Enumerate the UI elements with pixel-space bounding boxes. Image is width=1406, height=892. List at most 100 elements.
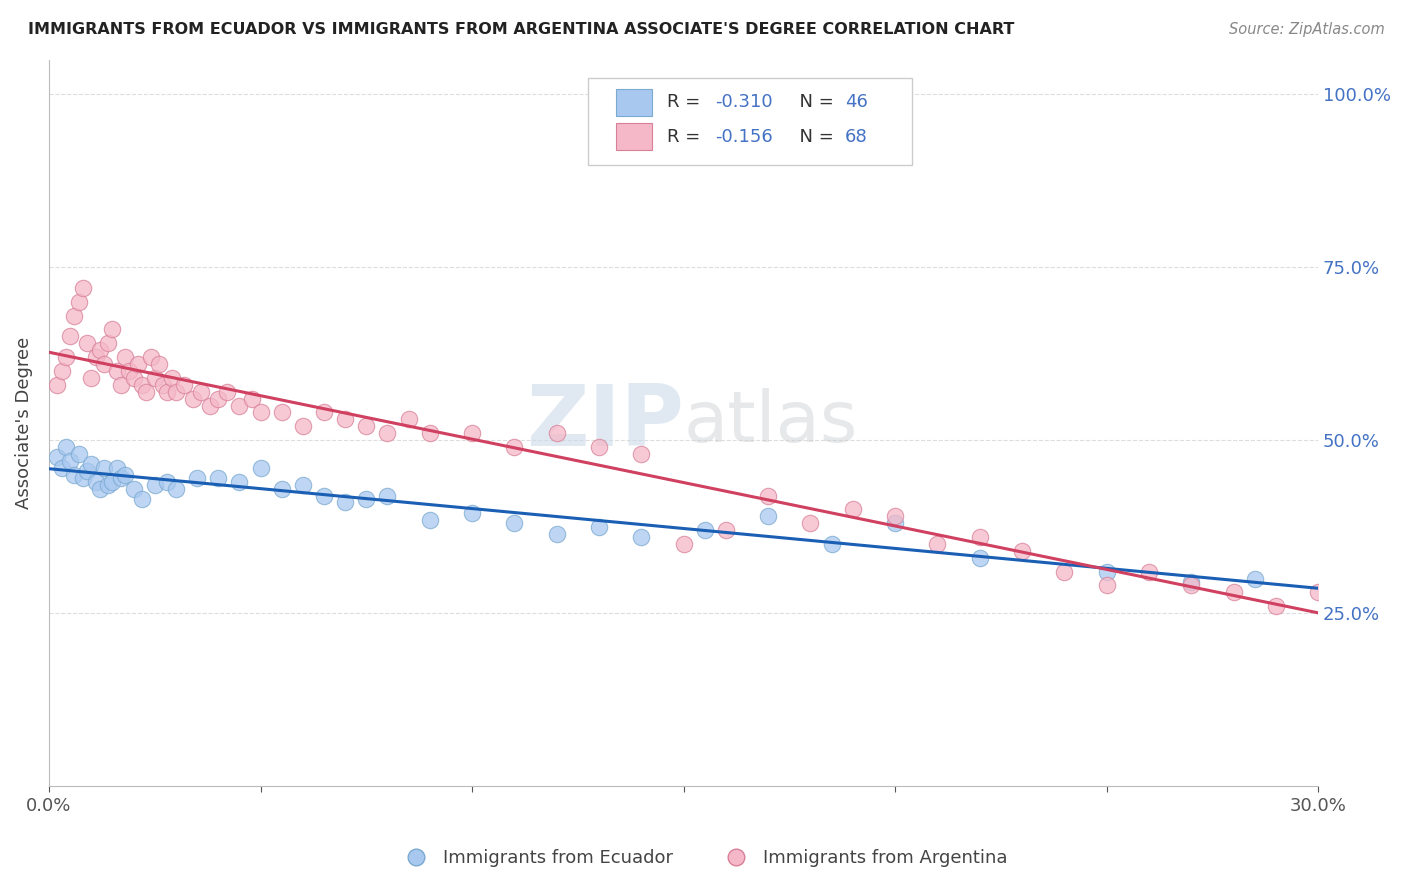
Point [97,336,120,351]
Point [97,478,120,492]
Point [46,450,69,465]
Point [165,482,187,496]
Text: R =: R = [666,128,706,145]
Point [84,475,107,489]
Point [503,516,526,531]
Point [270,482,292,496]
Point [799,516,821,531]
Point [131,491,153,506]
Point [156,475,179,489]
Point [333,495,356,509]
Point [927,537,949,551]
FancyBboxPatch shape [616,123,652,151]
Point [884,516,907,531]
Point [503,440,526,454]
Text: -0.156: -0.156 [716,128,773,145]
Point [693,523,716,537]
Point [67,447,90,461]
Point [80,371,103,385]
Point [207,471,229,485]
Point [884,509,907,524]
Point [122,482,145,496]
Point [249,460,271,475]
Point [152,377,174,392]
Point [63,309,86,323]
Point [249,405,271,419]
Point [114,350,136,364]
Point [312,489,335,503]
Text: IMMIGRANTS FROM ECUADOR VS IMMIGRANTS FROM ARGENTINA ASSOCIATE'S DEGREE CORRELAT: IMMIGRANTS FROM ECUADOR VS IMMIGRANTS FR… [28,22,1015,37]
Point [51,460,73,475]
Point [588,440,610,454]
Point [110,471,132,485]
Point [165,384,187,399]
Point [80,458,103,472]
Point [72,471,94,485]
Point [842,502,865,516]
Point [67,294,90,309]
Point [291,478,314,492]
Point [1095,565,1118,579]
Text: 46: 46 [845,94,868,112]
Text: ZIP: ZIP [526,382,683,465]
Point [143,371,166,385]
Point [110,377,132,392]
Point [1137,565,1160,579]
Point [1053,565,1076,579]
Point [101,322,124,336]
Point [228,475,250,489]
Point [546,426,568,441]
Point [714,523,737,537]
Text: N =: N = [787,128,839,145]
Point [377,426,399,441]
Point [89,343,111,358]
Point [240,392,263,406]
Point [228,399,250,413]
Point [63,467,86,482]
Text: -0.310: -0.310 [716,94,773,112]
Point [181,392,204,406]
Point [1180,578,1202,592]
Point [969,530,991,544]
Point [198,399,221,413]
Point [756,509,779,524]
Point [105,460,128,475]
Point [461,506,484,520]
Point [630,447,652,461]
Point [84,350,107,364]
Point [148,357,170,371]
Point [356,491,378,506]
Point [312,405,335,419]
Point [55,440,77,454]
Point [135,384,157,399]
Point [131,377,153,392]
Point [143,478,166,492]
Point [59,454,82,468]
Point [1011,544,1033,558]
Point [1180,574,1202,589]
Point [756,489,779,503]
Point [630,530,652,544]
Point [356,419,378,434]
Point [1095,578,1118,592]
Point [118,364,141,378]
Text: N =: N = [787,94,839,112]
Point [105,364,128,378]
Point [89,482,111,496]
Point [156,384,179,399]
Point [173,377,195,392]
Text: atlas: atlas [683,388,858,458]
Point [186,471,208,485]
Point [419,426,441,441]
Point [122,371,145,385]
Point [93,460,115,475]
Y-axis label: Associate's Degree: Associate's Degree [15,337,32,509]
Point [114,467,136,482]
Point [1243,572,1265,586]
Point [51,364,73,378]
Text: 68: 68 [845,128,868,145]
Point [93,357,115,371]
Point [291,419,314,434]
Point [190,384,212,399]
Point [1350,578,1372,592]
